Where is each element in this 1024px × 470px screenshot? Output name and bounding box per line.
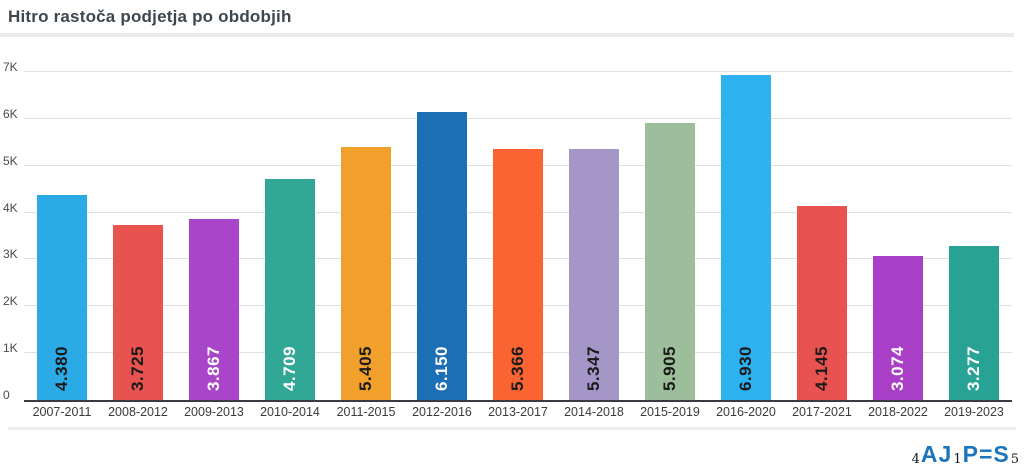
bars-layer: 4.380 3.725 3.867 4.709 5.405 6.150 5.366 5.347…	[24, 72, 1012, 400]
bar-column: 3.867	[176, 72, 252, 400]
logo-digit: 1	[953, 452, 962, 467]
gridline	[24, 117, 1012, 119]
bar-value-label: 5.366	[508, 345, 527, 391]
bar-value-label: 5.347	[584, 345, 603, 391]
bar-column: 3.074	[860, 72, 936, 400]
y-axis-tick-label: 1K	[3, 341, 18, 356]
bar-2013-2017[interactable]: 5.366	[493, 148, 543, 400]
logo-letter: =	[978, 441, 994, 467]
x-axis-label: 2013-2017	[488, 405, 548, 419]
bar-value-label: 4.709	[280, 345, 299, 391]
y-axis-tick-label: 3K	[3, 247, 18, 262]
bar-2012-2016[interactable]: 6.150	[417, 111, 467, 400]
bar-column: 5.366	[480, 72, 556, 400]
logo-digit: 4	[911, 452, 920, 467]
bar-2009-2013[interactable]: 3.867	[189, 218, 239, 400]
logo-letter: J	[938, 441, 953, 467]
bar-value-label: 3.725	[128, 345, 147, 391]
x-axis-label: 2010-2014	[260, 405, 320, 419]
bar-column: 5.347	[556, 72, 632, 400]
bar-value-label: 3.074	[888, 345, 907, 391]
bar-value-label: 5.405	[356, 345, 375, 391]
x-axis-label: 2015-2019	[640, 405, 700, 419]
bar-2019-2023[interactable]: 3.277	[949, 246, 999, 400]
x-axis-label: 2014-2018	[564, 405, 624, 419]
x-axis-label: 2011-2015	[336, 405, 396, 419]
bar-2018-2022[interactable]: 3.074	[873, 255, 923, 400]
bar-column: 5.405	[328, 72, 404, 400]
ajpes-logo: 4 A J 1 P = S 5	[911, 441, 1020, 467]
footer-divider	[8, 427, 1016, 430]
bar-value-label: 4.380	[52, 345, 71, 391]
logo-letter: S	[993, 441, 1010, 467]
x-axis-label: 2007-2011	[32, 405, 92, 419]
bar-value-label: 3.277	[964, 345, 983, 391]
x-axis-label: 2009-2013	[184, 405, 244, 419]
bar-column: 4.709	[252, 72, 328, 400]
bar-column: 3.277	[936, 72, 1012, 400]
y-axis-tick-label: 7K	[3, 60, 18, 74]
bar-2016-2020[interactable]: 6.930	[721, 75, 771, 400]
title-divider	[0, 33, 1014, 37]
bar-column: 5.905	[632, 72, 708, 400]
x-axis-label: 2008-2012	[108, 405, 168, 419]
bar-2007-2011[interactable]: 4.380	[37, 194, 87, 400]
logo-letter: P	[962, 441, 979, 467]
chart-title: Hitro rastoča podjetja po obdobjih	[8, 7, 292, 26]
logo-letter: A	[920, 441, 939, 467]
gridline	[24, 71, 1012, 72]
bar-value-label: 6.930	[736, 345, 755, 391]
bar-column: 3.725	[100, 72, 176, 400]
y-axis-tick-label: 4K	[3, 200, 18, 215]
bar-value-label: 6.150	[432, 345, 451, 391]
bar-value-label: 4.145	[812, 345, 831, 391]
bar-2015-2019[interactable]: 5.905	[645, 123, 695, 400]
y-axis-tick-label: 6K	[3, 106, 18, 121]
x-axis-label: 2012-2016	[412, 405, 472, 419]
x-axis-labels: 2007-2011 2008-2012 2009-2013 2010-2014 2011…	[24, 405, 1012, 419]
y-axis-tick-label: 0	[3, 388, 10, 402]
bar-column: 4.380	[24, 72, 100, 400]
bar-column: 6.150	[404, 72, 480, 400]
y-axis-tick-label: 2K	[3, 294, 18, 309]
y-axis-tick-label: 5K	[3, 153, 18, 168]
x-axis-label: 2019-2023	[944, 405, 1004, 419]
plot-area: 0 1K 2K 3K 4K 5K 6K 7K 4.380 3.725 3.867 4.709 5.40…	[3, 60, 1012, 402]
logo-digit: 5	[1010, 452, 1019, 467]
bar-column: 6.930	[708, 72, 784, 400]
bar-2008-2012[interactable]: 3.725	[113, 225, 163, 400]
bar-2011-2015[interactable]: 5.405	[341, 146, 391, 400]
x-axis-label: 2018-2022	[868, 405, 928, 419]
bar-column: 4.145	[784, 72, 860, 400]
x-axis-line	[24, 400, 1012, 402]
bar-2014-2018[interactable]: 5.347	[569, 149, 619, 400]
bar-value-label: 3.867	[204, 345, 223, 391]
bar-value-label: 5.905	[660, 345, 679, 391]
x-axis-label: 2017-2021	[792, 405, 852, 419]
bar-2017-2021[interactable]: 4.145	[797, 205, 847, 400]
x-axis-label: 2016-2020	[716, 405, 776, 419]
bar-2010-2014[interactable]: 4.709	[265, 179, 315, 400]
